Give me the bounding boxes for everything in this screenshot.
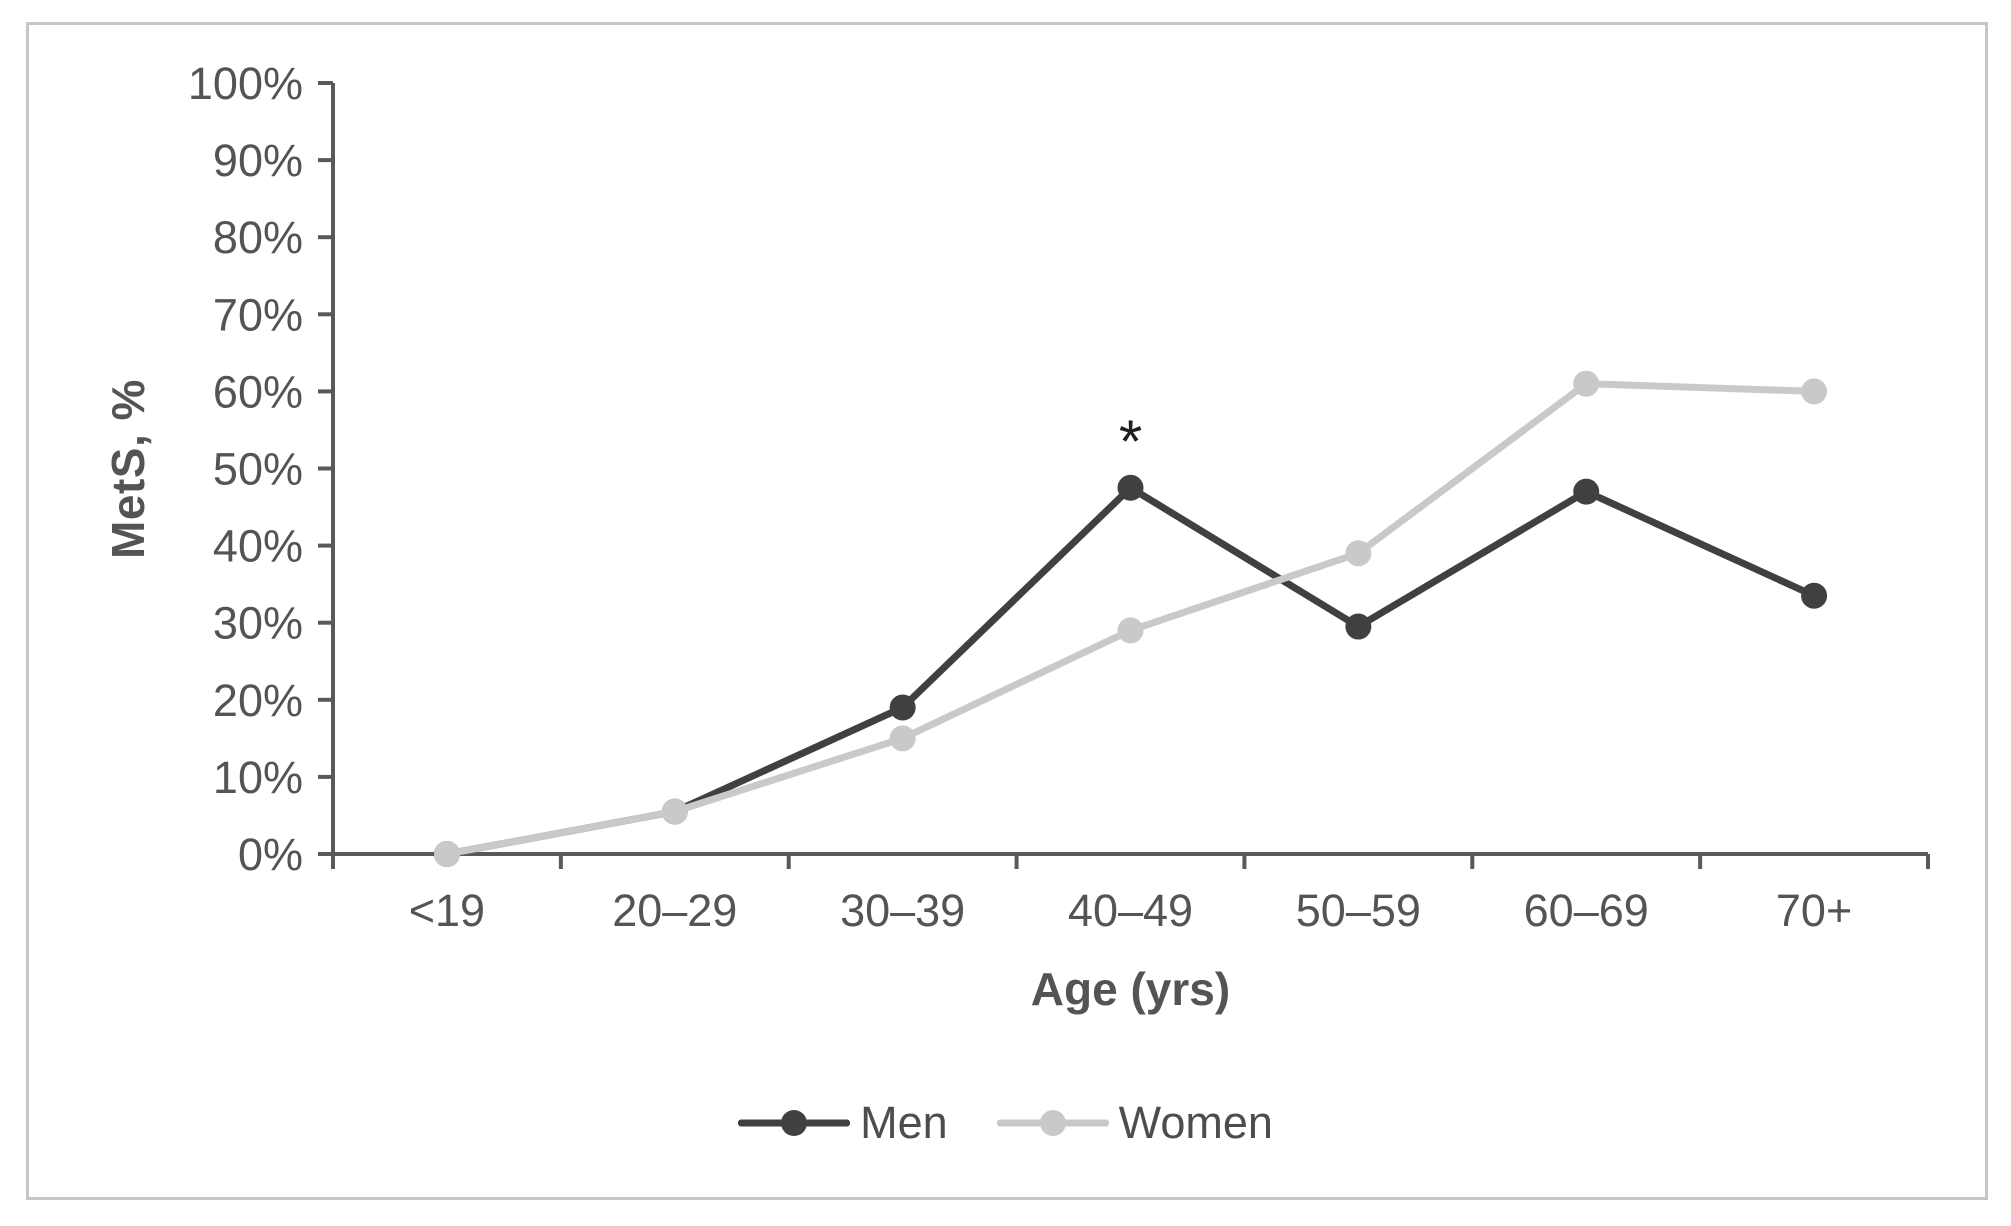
y-tick-label: 50% (213, 444, 303, 495)
legend-marker-men (738, 1110, 851, 1136)
y-tick-label: 70% (213, 289, 303, 340)
legend-item-men: Men (738, 1097, 948, 1149)
data-point-men (1801, 582, 1828, 609)
x-tick-label: 70+ (1776, 885, 1852, 936)
y-tick-label: 90% (213, 135, 303, 186)
data-point-women (1345, 540, 1372, 567)
data-point-women (661, 798, 688, 825)
data-point-men (889, 694, 916, 721)
y-tick-label: 100% (188, 58, 303, 109)
x-tick-label: 20–29 (612, 885, 737, 936)
y-tick-label: 10% (213, 752, 303, 803)
significance-asterisk: * (1119, 408, 1142, 475)
chart-legend: Men Women (0, 1093, 2011, 1153)
y-tick-label: 0% (238, 829, 303, 880)
legend-item-women: Women (996, 1097, 1273, 1149)
data-point-women (1801, 378, 1828, 405)
data-point-women (1573, 370, 1600, 397)
legend-label: Men (860, 1097, 948, 1148)
series-line-men (446, 483, 1816, 858)
x-tick-label: 60–69 (1524, 885, 1649, 936)
x-tick-label: 50–59 (1296, 885, 1421, 936)
legend-label: Women (1118, 1097, 1273, 1148)
y-tick-label: 80% (213, 212, 303, 263)
y-tick-label: 20% (213, 675, 303, 726)
data-point-women (1117, 617, 1144, 644)
x-tick-label: 30–39 (840, 885, 965, 936)
data-point-men (1345, 613, 1372, 640)
y-tick-label: 30% (213, 598, 303, 649)
data-point-women (889, 725, 916, 752)
x-tick-label: 40–49 (1068, 885, 1193, 936)
x-tick-label: <19 (409, 885, 485, 936)
data-point-women (433, 841, 460, 867)
data-point-men (1573, 478, 1600, 505)
legend-marker-women (996, 1110, 1109, 1136)
data-point-men (1117, 474, 1144, 501)
y-tick-label: 60% (213, 366, 303, 417)
y-tick-label: 40% (213, 521, 303, 572)
